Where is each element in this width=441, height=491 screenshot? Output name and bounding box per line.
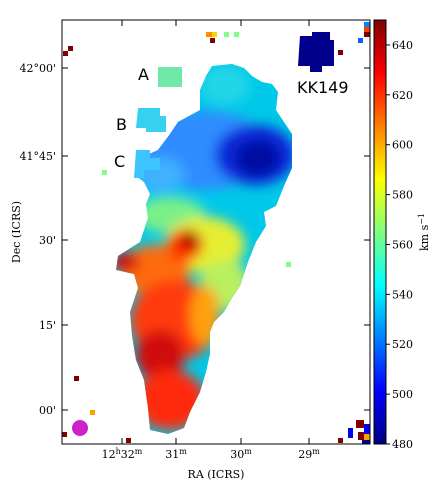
y-tick-marks: [62, 67, 370, 411]
y-tick-label: 42°00': [19, 62, 56, 75]
x-tick-label: 30m: [230, 447, 252, 461]
x-axis-title: RA (ICRS): [188, 468, 245, 481]
feature-c-region: [134, 150, 160, 178]
y-tick-label: 00': [39, 404, 56, 417]
colorbar-label: km s−1: [417, 213, 431, 251]
y-tick-label: 30': [39, 234, 56, 247]
colorbar-tick-label: 500: [392, 388, 413, 401]
colorbar-tick-label: 620: [392, 89, 413, 102]
label-b: B: [116, 115, 127, 134]
colorbar-ticks: 480 500 520 540 560 580 600 620 640: [386, 39, 413, 451]
x-tick-labels: 12h32m 31m 30m 29m: [102, 447, 321, 461]
isolated-pixels: [62, 22, 370, 444]
colorbar-gradient: [373, 19, 387, 445]
feature-a-region: [158, 67, 182, 87]
y-tick-label: 15': [39, 319, 56, 332]
colorbar: 480 500 520 540 560 580 600 620 640 km s−1: [373, 19, 431, 451]
y-tick-labels: 42°00' 41°45' 30' 15' 00': [19, 62, 56, 417]
colorbar-tick-label: 580: [392, 189, 413, 202]
colorbar-tick-label: 480: [392, 438, 413, 451]
colorbar-tick-label: 600: [392, 139, 413, 152]
label-c: C: [114, 152, 125, 171]
y-axis-title: Dec (ICRS): [10, 201, 23, 263]
colorbar-tick-label: 540: [392, 288, 413, 301]
x-tick-label: 29m: [298, 447, 320, 461]
axes-frame: [61, 19, 371, 445]
x-tick-marks: [121, 20, 310, 444]
feature-b-region: [136, 108, 166, 132]
colorbar-tick-label: 520: [392, 338, 413, 351]
x-tick-label: 31m: [165, 447, 187, 461]
beam-ellipse: [72, 420, 88, 436]
label-a: A: [138, 65, 149, 84]
label-kk149: KK149: [297, 78, 349, 97]
colorbar-tick-label: 560: [392, 238, 413, 251]
colorbar-tick-label: 640: [392, 39, 413, 52]
x-tick-label: 12h32m: [102, 447, 143, 461]
kk149-region: [298, 32, 334, 72]
y-tick-label: 41°45': [19, 150, 56, 163]
